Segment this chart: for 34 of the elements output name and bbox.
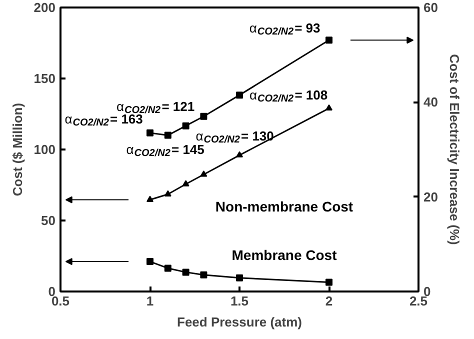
point: [236, 92, 243, 99]
x-tick-label: 1.5: [230, 294, 249, 308]
point: [146, 196, 154, 202]
point: [182, 268, 190, 276]
x-tick-label: 1: [146, 294, 154, 308]
point: [326, 36, 332, 44]
y2-tick-label: 40: [424, 94, 438, 110]
y2-tick-label: 60: [424, 0, 438, 15]
point: [164, 264, 172, 272]
point: [182, 180, 190, 186]
y-tick-label: 200: [34, 0, 56, 15]
point: [236, 151, 243, 158]
y-tick-label: 150: [34, 71, 56, 86]
point: [200, 271, 208, 278]
point: [326, 104, 332, 111]
x-axis-title: Feed Pressure (atm): [177, 314, 302, 330]
point: [326, 278, 332, 286]
x-tick-label: 2: [325, 294, 333, 308]
point: [236, 274, 243, 282]
point: [182, 122, 190, 130]
point: [200, 112, 208, 120]
point: [146, 258, 154, 266]
y-axis-title: Cost ($ Million): [10, 102, 25, 196]
point: [164, 132, 172, 139]
y2-axis-title: Cost of Electricity Increase (%): [446, 54, 462, 245]
y-tick-label: 50: [41, 213, 56, 228]
y2-tick-label: 0: [424, 284, 431, 299]
y2-tick-label: 20: [424, 189, 438, 204]
series-label: Membrane Cost: [232, 247, 338, 264]
y-tick-label: 100: [34, 142, 56, 157]
point: [164, 190, 172, 196]
point: [146, 129, 154, 136]
point: [200, 170, 208, 177]
series-label: Non-membrane Cost: [215, 198, 354, 214]
